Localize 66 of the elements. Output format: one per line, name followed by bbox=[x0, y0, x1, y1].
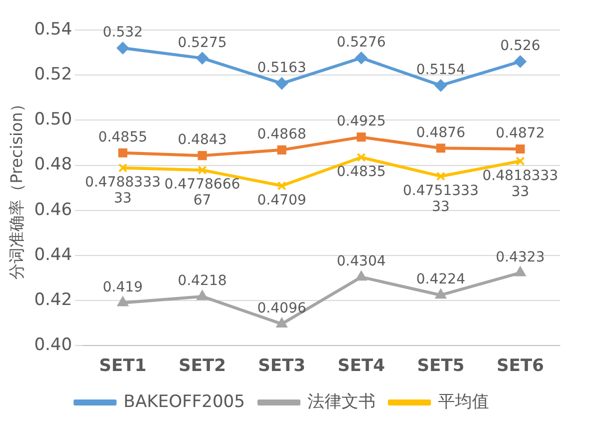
point bbox=[514, 266, 526, 276]
point bbox=[516, 156, 525, 166]
point bbox=[118, 148, 128, 158]
data-label: 0.4751333 33 bbox=[402, 182, 479, 215]
data-label: 0.5154 bbox=[416, 62, 466, 78]
data-label: 0.532 bbox=[102, 24, 143, 41]
x-tick-label: SET5 bbox=[417, 356, 464, 376]
y-tick-label: 0.54 bbox=[34, 19, 72, 40]
point bbox=[117, 296, 128, 306]
point bbox=[198, 166, 207, 175]
legend-label: 平均值 bbox=[438, 392, 489, 412]
point bbox=[196, 290, 208, 300]
point bbox=[356, 271, 367, 281]
data-label: 0.4323 bbox=[496, 249, 545, 266]
data-label: 0.4218 bbox=[178, 273, 227, 290]
data-label: 0.4224 bbox=[416, 272, 466, 288]
data-label: 0.4876 bbox=[416, 124, 466, 141]
y-tick-label: 0.52 bbox=[34, 64, 72, 85]
point bbox=[516, 144, 525, 154]
point bbox=[276, 77, 288, 90]
y-tick-label: 0.48 bbox=[34, 154, 72, 175]
data-label: 0.4304 bbox=[336, 254, 386, 270]
x-tick-label: SET6 bbox=[496, 356, 544, 376]
point bbox=[196, 52, 208, 64]
data-label: 0.4709 bbox=[257, 192, 306, 208]
x-tick-label: SET3 bbox=[258, 356, 306, 376]
point bbox=[277, 181, 286, 190]
data-label: 0.5276 bbox=[336, 34, 386, 51]
point bbox=[436, 172, 446, 181]
data-label: 0.4855 bbox=[98, 130, 148, 146]
point bbox=[434, 79, 447, 92]
point bbox=[436, 144, 446, 153]
data-label: 0.4788333 33 bbox=[84, 174, 161, 207]
data-label: 0.4835 bbox=[336, 164, 386, 180]
data-label: 0.4843 bbox=[178, 132, 227, 148]
x-tick-label: SET4 bbox=[338, 356, 386, 376]
point bbox=[198, 151, 207, 160]
point bbox=[118, 163, 128, 172]
data-label: 0.4096 bbox=[257, 300, 306, 317]
data-label: 0.526 bbox=[500, 38, 540, 54]
y-tick-label: 0.44 bbox=[34, 244, 72, 265]
data-label: 0.419 bbox=[102, 279, 143, 296]
data-label: 0.4868 bbox=[257, 126, 306, 143]
data-label: 0.4925 bbox=[336, 114, 386, 130]
y-tick-label: 0.46 bbox=[34, 200, 72, 220]
point bbox=[276, 318, 288, 328]
y-tick-label: 0.40 bbox=[34, 335, 72, 356]
y-axis-title: 分词准确率（Precision） bbox=[6, 96, 26, 280]
y-tick-label: 0.50 bbox=[34, 110, 72, 130]
point bbox=[435, 289, 446, 299]
point bbox=[277, 145, 286, 154]
legend-label: 法律文书 bbox=[307, 392, 376, 412]
y-tick-label: 0.42 bbox=[34, 290, 72, 310]
data-label: 0.5163 bbox=[257, 60, 306, 76]
point bbox=[514, 56, 526, 68]
point bbox=[116, 42, 129, 54]
point bbox=[356, 132, 366, 142]
data-label: 0.5275 bbox=[178, 34, 227, 51]
x-tick-label: SET2 bbox=[178, 356, 226, 376]
legend-label: BAKEOFF2005 bbox=[124, 392, 245, 412]
data-label: 0.4818333 33 bbox=[482, 168, 558, 200]
point bbox=[355, 52, 368, 64]
x-tick-label: SET1 bbox=[99, 356, 146, 376]
point bbox=[356, 152, 366, 162]
data-label: 0.4778666 67 bbox=[164, 176, 240, 209]
data-label: 0.4872 bbox=[496, 126, 545, 142]
